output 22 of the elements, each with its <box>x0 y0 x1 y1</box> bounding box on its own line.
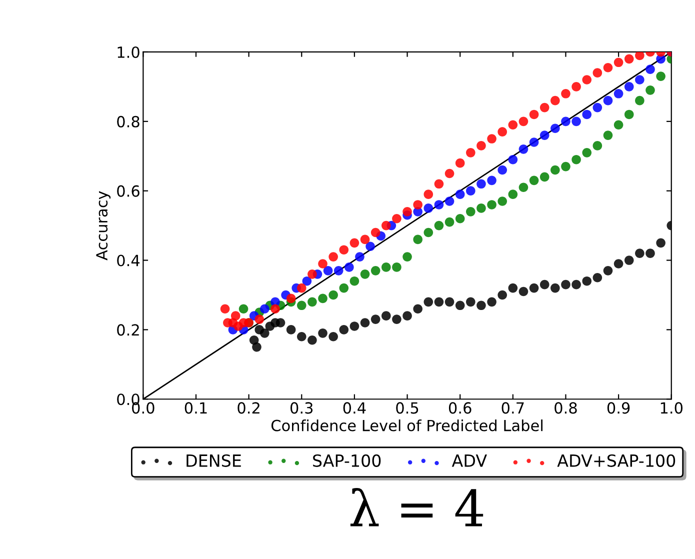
x-tick-label: 0.4 <box>343 402 366 414</box>
legend-label: SAP-100 <box>313 454 381 467</box>
y-tick-label: 0.4 <box>117 254 140 266</box>
x-tick-label: 0.9 <box>607 402 630 414</box>
x-tick-label: 0.1 <box>184 402 207 414</box>
legend-label: DENSE <box>186 454 241 467</box>
y-tick-label: 0.6 <box>117 185 140 197</box>
x-axis-title: Confidence Level of Predicted Label <box>271 419 542 432</box>
x-tick-label: 1.0 <box>660 402 683 414</box>
x-tick-label: 0.3 <box>290 402 313 414</box>
x-tick-label: 0.8 <box>554 402 577 414</box>
y-tick-label: 0.2 <box>117 324 139 336</box>
text: λ = 4 <box>350 488 484 526</box>
legend-label: ADV+SAP-100 <box>557 454 676 467</box>
x-tick-label: 0.6 <box>448 402 472 414</box>
x-tick-label: 0.7 <box>502 402 524 414</box>
y-axis-title: Accuracy <box>96 191 111 260</box>
x-tick-label: 0.5 <box>396 402 418 414</box>
y-tick-label: 0.8 <box>117 116 140 128</box>
legend-label: ADV <box>452 454 487 467</box>
y-tick-label: 1.0 <box>118 46 140 58</box>
x-tick-label: 0.2 <box>238 402 260 414</box>
